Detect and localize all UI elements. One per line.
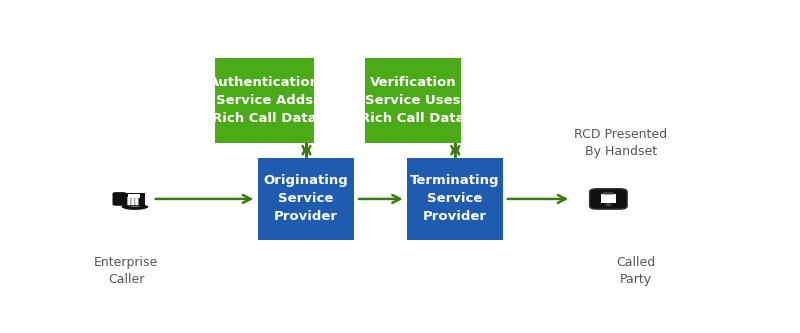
Text: Authentication
Service Adds
Rich Call Data: Authentication Service Adds Rich Call Da… — [209, 76, 320, 125]
Text: Enterprise
Caller: Enterprise Caller — [94, 256, 158, 286]
Circle shape — [132, 203, 134, 204]
FancyBboxPatch shape — [113, 192, 126, 206]
Circle shape — [128, 199, 130, 200]
Circle shape — [128, 197, 130, 198]
Circle shape — [128, 203, 130, 204]
Text: Verification
Service Uses
Rich Call Data: Verification Service Uses Rich Call Data — [361, 76, 465, 125]
Circle shape — [132, 201, 134, 202]
FancyBboxPatch shape — [258, 158, 354, 240]
FancyBboxPatch shape — [125, 193, 146, 206]
Circle shape — [135, 199, 138, 200]
Text: Terminating
Service
Provider: Terminating Service Provider — [410, 174, 500, 223]
Circle shape — [135, 203, 138, 204]
FancyBboxPatch shape — [590, 189, 627, 209]
FancyBboxPatch shape — [407, 158, 503, 240]
Circle shape — [132, 199, 134, 200]
FancyBboxPatch shape — [214, 58, 314, 143]
FancyBboxPatch shape — [601, 194, 616, 203]
Circle shape — [135, 197, 138, 198]
FancyBboxPatch shape — [365, 58, 461, 143]
Circle shape — [606, 204, 610, 206]
Text: RCD Presented
By Handset: RCD Presented By Handset — [574, 128, 667, 158]
FancyBboxPatch shape — [127, 194, 140, 198]
Circle shape — [132, 197, 134, 198]
Circle shape — [135, 201, 138, 202]
FancyBboxPatch shape — [603, 192, 614, 194]
Circle shape — [128, 201, 130, 202]
Text: Originating
Service
Provider: Originating Service Provider — [264, 174, 349, 223]
Text: Called
Party: Called Party — [617, 256, 656, 286]
